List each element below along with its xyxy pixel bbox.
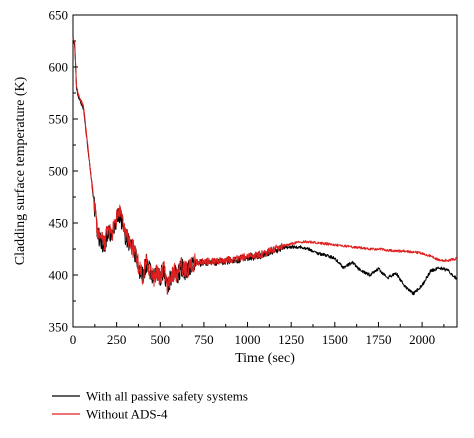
x-tick-label: 1250: [278, 332, 304, 347]
x-tick-label: 2000: [409, 332, 435, 347]
y-tick-label: 600: [49, 60, 69, 75]
y-tick-label: 500: [49, 164, 69, 179]
legend: With all passive safety systems Without A…: [52, 389, 248, 422]
x-tick-label: 1500: [322, 332, 348, 347]
legend-label-with-all-passive-safety-systems: With all passive safety systems: [86, 389, 248, 404]
y-tick-label: 400: [49, 268, 69, 283]
ticks-layer: 0 250 500 750 1000 1250 1500 1750 2000 350 400 450 5…: [49, 8, 445, 347]
y-tick-label: 550: [49, 112, 69, 127]
legend-label-without-ads-4: Without ADS-4: [86, 407, 168, 422]
y-tick-label: 650: [49, 8, 69, 23]
x-axis-title: Time (sec): [235, 351, 295, 366]
x-tick-label: 500: [151, 332, 171, 347]
x-tick-label: 1000: [235, 332, 261, 347]
x-tick-label: 1750: [365, 332, 391, 347]
y-tick-label: 450: [49, 216, 69, 231]
y-axis-title: Cladding surface temperature (K): [13, 76, 28, 265]
series-line-with-all-passive-safety-systems: [72, 38, 458, 296]
x-tick-label: 0: [70, 332, 77, 347]
x-tick-label: 250: [107, 332, 127, 347]
y-tick-label: 350: [49, 320, 69, 335]
series-layer: [72, 36, 458, 296]
series-line-without-ads-4: [72, 36, 458, 295]
x-tick-label: 750: [194, 332, 214, 347]
